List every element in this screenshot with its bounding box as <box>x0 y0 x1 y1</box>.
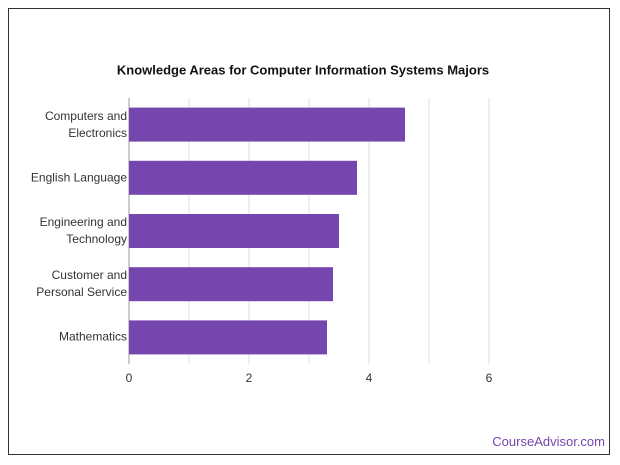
bar <box>129 267 333 302</box>
y-tick-label: Customer and Personal Service <box>36 268 127 300</box>
y-tick-label: Engineering and Technology <box>39 215 127 246</box>
y-tick-label: Mathematics <box>58 329 127 344</box>
x-tick-label: 6 <box>486 371 493 385</box>
x-tick-label: 2 <box>246 371 253 385</box>
y-tick-label: Computers and Electronics <box>44 108 127 140</box>
y-tick-label: English Language <box>30 170 127 185</box>
frame <box>8 8 610 455</box>
source[interactable]: CourseAdvisor.com <box>492 434 605 449</box>
bar <box>129 160 357 195</box>
x-tick-label: 4 <box>366 371 373 385</box>
x-tick-label: 0 <box>126 371 133 385</box>
bar <box>129 214 339 248</box>
chart-title: Knowledge Areas for Computer Information… <box>117 62 489 77</box>
bar <box>129 107 405 142</box>
bar <box>129 320 327 355</box>
